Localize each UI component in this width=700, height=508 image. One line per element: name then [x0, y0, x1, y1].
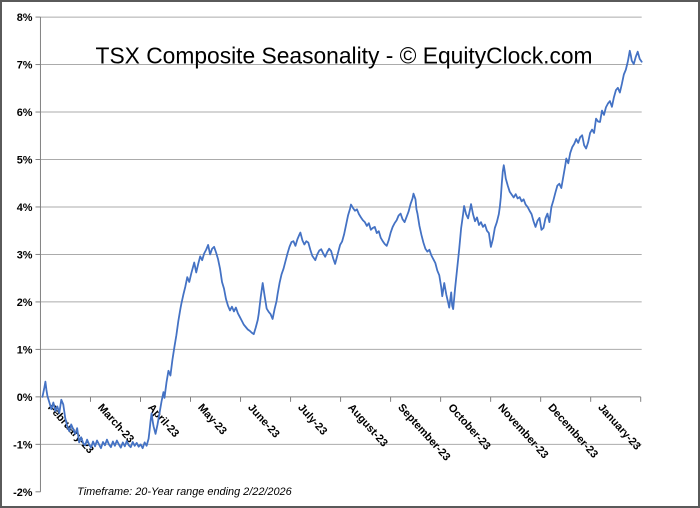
x-axis-label: November-23 [495, 402, 550, 461]
y-axis-label: 2% [17, 297, 33, 309]
y-axis-label: 8% [17, 12, 33, 24]
y-axis-label: 5% [17, 154, 33, 166]
seasonality-line [41, 49, 643, 450]
timeframe-note: Timeframe: 20-Year range ending 2/22/202… [77, 486, 292, 498]
x-axis-label: March-23 [95, 402, 136, 446]
x-axis-label: December-23 [545, 402, 600, 461]
y-axis-label: 7% [17, 60, 33, 72]
y-axis-label: 4% [17, 202, 33, 214]
x-axis-label: January-23 [595, 402, 642, 453]
y-axis-label: 0% [17, 392, 33, 404]
x-axis-label: May-23 [195, 402, 229, 438]
y-axis-label: 1% [17, 344, 33, 356]
x-axis-label: July-23 [295, 402, 329, 438]
y-axis-label: -2% [13, 487, 33, 499]
x-axis-label: September-23 [395, 402, 452, 464]
y-axis-label: 6% [17, 107, 33, 119]
x-axis-label: June-23 [245, 402, 281, 441]
chart-title: TSX Composite Seasonality - © EquityCloc… [96, 43, 593, 69]
x-axis-label: October-23 [445, 402, 492, 453]
y-axis-label: 3% [17, 249, 33, 261]
y-axis-label: -1% [13, 439, 33, 451]
x-axis-label: August-23 [345, 402, 390, 450]
